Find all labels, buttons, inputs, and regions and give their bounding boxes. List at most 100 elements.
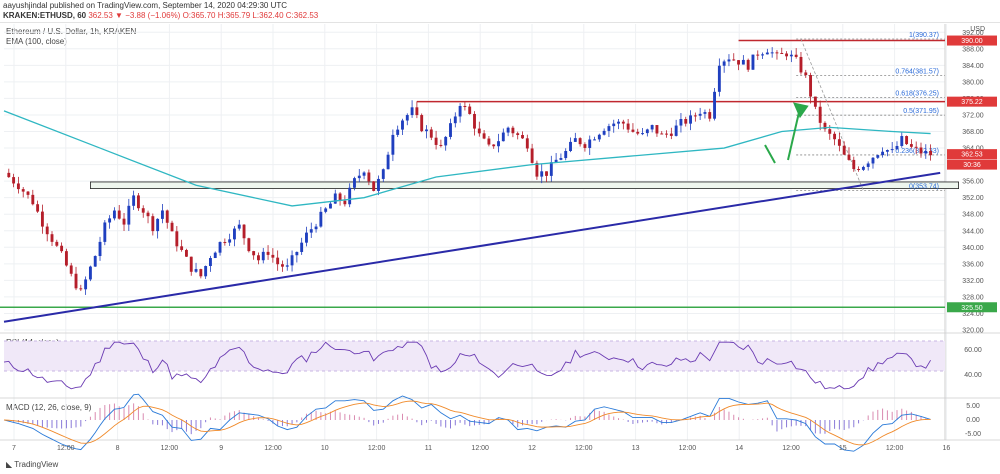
candle-body bbox=[93, 256, 97, 267]
candle-body bbox=[271, 254, 275, 258]
candle-body bbox=[597, 134, 601, 140]
candle-body bbox=[794, 54, 798, 57]
candle-body bbox=[127, 205, 131, 225]
time-tick-label: 16 bbox=[943, 445, 951, 452]
price-tick-label: 380.00 bbox=[962, 79, 984, 86]
time-tick-label: 12:00 bbox=[368, 445, 386, 452]
candle-body bbox=[98, 241, 102, 257]
candle-body bbox=[530, 148, 534, 163]
fib-level-label: 0.764(381.57) bbox=[895, 68, 939, 75]
candle-body bbox=[804, 72, 808, 76]
candle-body bbox=[223, 242, 227, 244]
candle-body bbox=[55, 241, 59, 246]
candle-body bbox=[626, 123, 630, 130]
candle-body bbox=[84, 279, 88, 290]
candle-body bbox=[588, 139, 592, 148]
candle-body bbox=[775, 52, 779, 54]
candle-body bbox=[473, 113, 476, 129]
candle-body bbox=[645, 129, 649, 134]
candle-body bbox=[458, 105, 462, 117]
candle-body bbox=[669, 133, 673, 136]
forecast-arrow-up bbox=[787, 107, 801, 161]
candle-body bbox=[756, 54, 760, 56]
price-badge-label: 390.00 bbox=[961, 38, 983, 45]
candle-body bbox=[60, 245, 64, 252]
candle-body bbox=[789, 54, 793, 57]
price-tick-label: 368.00 bbox=[962, 129, 984, 136]
candle-body bbox=[261, 251, 265, 261]
candle-body bbox=[290, 255, 294, 266]
time-tick-label: 15 bbox=[839, 445, 847, 452]
candle-body bbox=[876, 155, 880, 158]
rsi-tick-label: 60.00 bbox=[964, 347, 982, 354]
candle-body bbox=[16, 183, 20, 190]
ohlc-values: 362.53 ▼ −3.88 (−1.06%) O:365.70 H:365.7… bbox=[88, 11, 319, 20]
candle-body bbox=[329, 203, 332, 209]
price-tick-label: 324.00 bbox=[962, 311, 984, 318]
candle-body bbox=[405, 115, 409, 121]
time-tick-label: 7 bbox=[12, 445, 16, 452]
candle-body bbox=[21, 189, 25, 192]
candle-body bbox=[674, 125, 678, 136]
candle-body bbox=[242, 224, 246, 239]
candle-body bbox=[698, 113, 702, 116]
candle-body bbox=[525, 138, 529, 149]
price-tick-label: 372.00 bbox=[962, 112, 984, 119]
candle-body bbox=[809, 75, 813, 97]
candle-body bbox=[463, 105, 467, 107]
candle-body bbox=[837, 139, 841, 146]
candle-body bbox=[785, 53, 789, 57]
candle-body bbox=[237, 224, 241, 229]
chart-header: aayushjindal published on TradingView.co… bbox=[0, 0, 1000, 23]
candle-body bbox=[722, 61, 726, 66]
candle-body bbox=[554, 159, 558, 163]
candle-body bbox=[74, 273, 78, 289]
price-tick-label: 340.00 bbox=[962, 245, 984, 252]
candle-body bbox=[136, 195, 140, 209]
candle-body bbox=[439, 144, 443, 146]
forecast-arrow-down bbox=[764, 144, 776, 164]
candle-body bbox=[602, 130, 606, 135]
rsi-band bbox=[4, 341, 945, 371]
candle-body bbox=[160, 210, 164, 219]
price-badge bbox=[947, 302, 997, 313]
macd-tick-label: -5.00 bbox=[965, 431, 981, 438]
candle-body bbox=[497, 141, 500, 147]
candle-body bbox=[233, 228, 236, 240]
candle-body bbox=[919, 147, 923, 154]
time-tick-label: 13 bbox=[632, 445, 640, 452]
candle-body bbox=[218, 242, 222, 253]
candle-body bbox=[861, 166, 865, 170]
candle-body bbox=[857, 169, 861, 171]
price-badge bbox=[947, 159, 997, 170]
candle-body bbox=[487, 138, 491, 145]
rsi-tick-label: 40.00 bbox=[964, 372, 982, 379]
candle-body bbox=[285, 265, 289, 267]
candle-body bbox=[578, 138, 582, 145]
candle-body bbox=[381, 169, 385, 179]
candle-body bbox=[621, 121, 625, 124]
candle-body bbox=[204, 266, 208, 277]
candle-body bbox=[924, 150, 928, 154]
candle-body bbox=[612, 123, 616, 127]
candle-body bbox=[631, 129, 635, 132]
candle-body bbox=[228, 239, 232, 243]
candle-body bbox=[79, 288, 83, 290]
macd-line bbox=[3, 393, 931, 452]
candle-body bbox=[175, 231, 179, 247]
candle-body bbox=[324, 208, 328, 212]
candle-body bbox=[184, 249, 188, 257]
candle-body bbox=[506, 127, 510, 133]
candle-body bbox=[818, 106, 822, 123]
candle-body bbox=[828, 129, 832, 134]
time-tick-label: 12:00 bbox=[886, 445, 904, 452]
chart-title: Ethereum / U.S. Dollar, 1h, KRAKEN bbox=[6, 27, 137, 36]
candle-body bbox=[559, 158, 563, 160]
candle-body bbox=[425, 129, 428, 132]
candle-body bbox=[444, 136, 448, 146]
candle-body bbox=[842, 145, 846, 155]
candle-body bbox=[545, 171, 548, 176]
price-tick-label: 352.00 bbox=[962, 195, 984, 202]
macd-legend: MACD (12, 26, close, 9) bbox=[6, 403, 92, 412]
